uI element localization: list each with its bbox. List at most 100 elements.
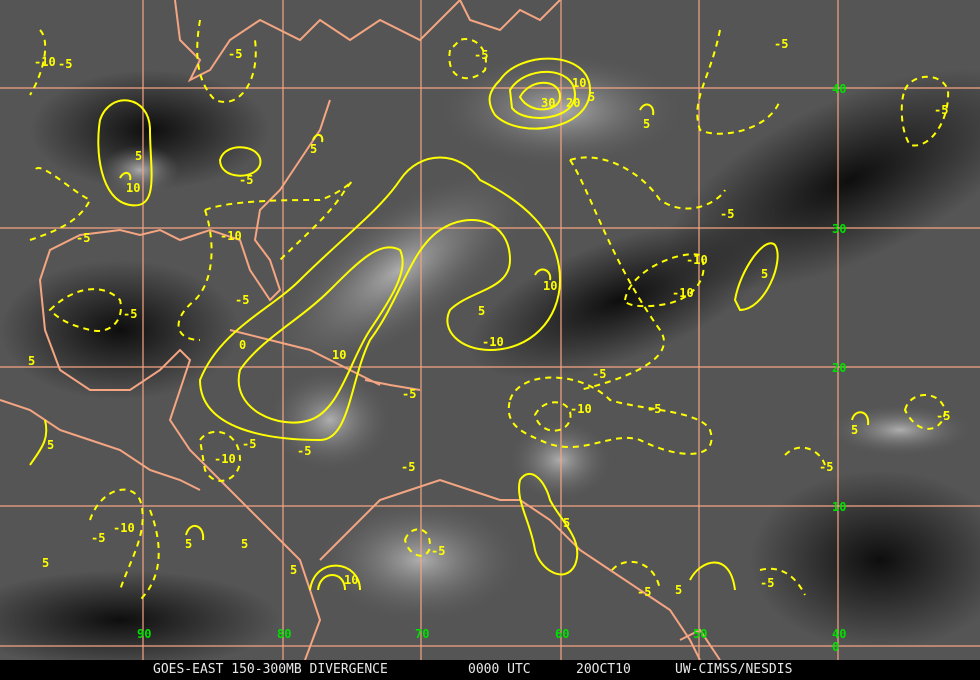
contour-negative xyxy=(759,567,806,596)
longitude-label: 80 xyxy=(277,627,291,641)
contour-positive xyxy=(312,134,324,143)
contour-positive xyxy=(518,81,562,111)
contour-value-label: -5 xyxy=(760,576,774,590)
contour-value-label: -5 xyxy=(647,402,661,416)
contour-positive xyxy=(518,472,579,576)
contour-value-label: 30 xyxy=(541,96,555,110)
contour-value-label: -5 xyxy=(774,37,788,51)
contour-negative xyxy=(507,376,713,455)
contour-negative xyxy=(139,509,160,601)
data-source: UW-CIMSS/NESDIS xyxy=(675,662,793,677)
contour-value-label: 5 xyxy=(643,117,650,131)
contour-negative xyxy=(48,288,122,332)
contour-negative xyxy=(623,253,705,308)
contour-value-label: 20 xyxy=(566,96,580,110)
contour-value-label: -5 xyxy=(401,460,415,474)
contour-value-label: -5 xyxy=(239,173,253,187)
contour-value-label: -10 xyxy=(570,402,592,416)
contour-value-label: -5 xyxy=(936,409,950,423)
contour-value-label: -10 xyxy=(686,253,708,267)
contour-positive xyxy=(198,156,562,442)
longitude-label: 40 xyxy=(832,627,846,641)
contour-value-label: -5 xyxy=(58,57,72,71)
contour-value-label: -10 xyxy=(482,335,504,349)
latitude-label: 30 xyxy=(832,222,846,236)
observation-time: 0000 UTC xyxy=(468,662,531,677)
contour-value-label: -5 xyxy=(242,437,256,451)
contour-negative xyxy=(696,29,781,135)
contour-value-label: 5 xyxy=(47,438,54,452)
contour-positive xyxy=(508,70,577,119)
contour-value-label: 5 xyxy=(675,583,682,597)
longitude-label: 70 xyxy=(415,627,429,641)
contour-value-label: -5 xyxy=(819,460,833,474)
longitude-label: 50 xyxy=(693,627,707,641)
longitude-label: 60 xyxy=(555,627,569,641)
contour-value-label: -5 xyxy=(637,585,651,599)
contour-negative xyxy=(448,38,487,80)
longitude-label: 90 xyxy=(137,627,151,641)
contour-negative xyxy=(784,446,826,466)
contour-value-label: 10 xyxy=(543,279,557,293)
contour-value-label: 5 xyxy=(851,423,858,437)
contour-value-label: -5 xyxy=(228,47,242,61)
contour-value-label: 0 xyxy=(239,338,246,352)
contour-positive xyxy=(119,172,132,181)
contour-value-label: 10 xyxy=(126,181,140,195)
contour-negative xyxy=(903,394,947,430)
divergence-contours xyxy=(29,19,950,601)
contour-value-label: -5 xyxy=(431,544,445,558)
contour-positive xyxy=(29,419,48,466)
latitude-label: 10 xyxy=(832,500,846,514)
contour-value-label: -5 xyxy=(934,103,948,117)
contour-negative xyxy=(89,488,144,591)
product-name: GOES-EAST 150-300MB DIVERGENCE xyxy=(153,662,388,677)
contour-value-label: 10 xyxy=(344,573,358,587)
contour-positive xyxy=(733,242,779,312)
contour-negative xyxy=(569,159,665,391)
contour-value-label: -5 xyxy=(720,207,734,221)
contour-negative xyxy=(611,560,661,591)
contour-positive xyxy=(237,246,404,424)
contour-value-label: 5 xyxy=(310,142,317,156)
contour-value-label: 5 xyxy=(185,537,192,551)
contour-value-label: 5 xyxy=(478,304,485,318)
contour-positive xyxy=(218,146,262,177)
contour-value-label: -10 xyxy=(34,55,56,69)
contour-value-label: -5 xyxy=(123,307,137,321)
contour-value-label: 10 xyxy=(332,348,346,362)
latitude-label: 40 xyxy=(832,82,846,96)
contour-value-label: -5 xyxy=(592,367,606,381)
latitude-label: 0 xyxy=(832,640,839,654)
contour-value-label: 5 xyxy=(28,354,35,368)
contour-positive xyxy=(317,574,346,591)
contour-value-label: 5 xyxy=(135,149,142,163)
contour-positive xyxy=(689,561,736,591)
contour-value-label: -10 xyxy=(113,521,135,535)
contour-value-label: -5 xyxy=(235,293,249,307)
contour-negative xyxy=(900,75,950,147)
image-caption: GOES-EAST 150-300MB DIVERGENCE 0000 UTC … xyxy=(0,660,980,680)
contour-negative xyxy=(198,430,242,482)
contour-value-label: -10 xyxy=(220,229,242,243)
contour-negative xyxy=(204,180,353,261)
contour-value-label: 5 xyxy=(290,563,297,577)
contour-value-label: 5 xyxy=(241,537,248,551)
contour-value-label: -5 xyxy=(91,531,105,545)
contour-positive xyxy=(851,411,870,426)
contour-negative xyxy=(29,29,47,96)
contour-value-label: -5 xyxy=(402,387,416,401)
contour-value-label: -5 xyxy=(474,48,488,62)
contour-negative xyxy=(533,401,572,432)
contour-negative xyxy=(29,167,92,241)
observation-date: 20OCT10 xyxy=(576,662,631,677)
contour-value-label: 5 xyxy=(563,516,570,530)
contour-positive xyxy=(185,525,205,541)
contour-value-label: 5 xyxy=(42,556,49,570)
contour-positive xyxy=(534,268,552,281)
contour-value-label: 10 xyxy=(572,76,586,90)
contour-value-label: -10 xyxy=(214,452,236,466)
contour-positive xyxy=(639,103,655,116)
